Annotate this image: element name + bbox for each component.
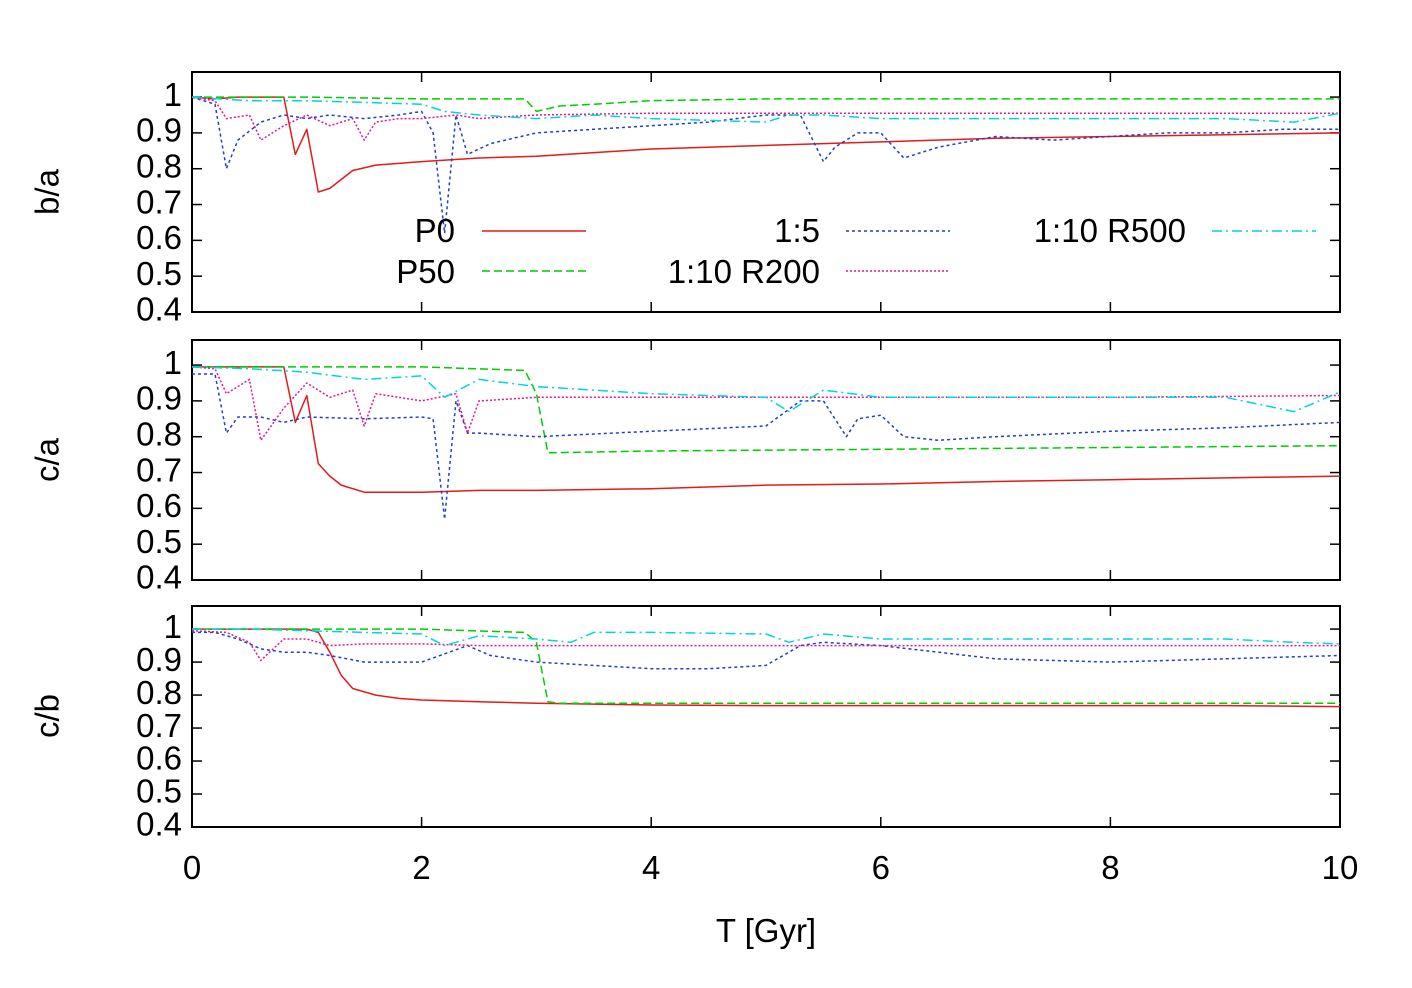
plot-frame xyxy=(191,605,1341,828)
x-tick-label: 10 xyxy=(1322,849,1359,886)
y-axis-label: c/b xyxy=(29,694,66,738)
panel-ba: 0.40.50.60.70.80.91 b/a xyxy=(29,71,1341,328)
series-line-p0 xyxy=(192,628,1341,708)
y-axis-label: b/a xyxy=(29,168,66,215)
legend-label: 1:5 xyxy=(774,212,820,249)
y-tick-label: 0.4 xyxy=(136,806,182,843)
y-tick-label: 0.8 xyxy=(136,415,182,452)
series-line-p0 xyxy=(191,96,1341,193)
legend: P0 P50 1:5 1:10 R200 1:10 R500 xyxy=(396,212,1316,290)
y-tick-label: 0.5 xyxy=(136,523,182,560)
y-tick-label: 0.4 xyxy=(136,559,182,596)
x-tick-label: 4 xyxy=(642,849,660,886)
series-line-p50 xyxy=(192,628,1340,705)
legend-label: 1:10 R500 xyxy=(1034,212,1186,249)
y-tick-label: 0.6 xyxy=(136,740,182,777)
series-group xyxy=(191,366,1341,520)
legend-item-1-5: 1:5 xyxy=(774,212,950,249)
plot-frame xyxy=(191,339,1341,581)
series-line-1-10-r500 xyxy=(191,366,1341,413)
legend-label: 1:10 R200 xyxy=(668,253,820,290)
y-tick-label: 0.5 xyxy=(136,255,182,292)
x-axis-label: T [Gyr] xyxy=(716,912,816,949)
series-group xyxy=(191,628,1341,708)
tick-group: 0.40.50.60.70.80.91 xyxy=(136,72,1341,328)
y-tick-label: 0.5 xyxy=(136,773,182,810)
legend-item-1-10-r500: 1:10 R500 xyxy=(1034,212,1316,249)
series-group xyxy=(191,96,1341,234)
y-tick-label: 0.4 xyxy=(136,291,182,328)
legend-label: P0 xyxy=(415,212,455,249)
y-tick-label: 0.6 xyxy=(136,487,182,524)
panel-cb: 0.40.50.60.70.80.910 2 4 6 8 10 c/b T [Gyr] xyxy=(29,605,1358,949)
series-line-1-10-r200 xyxy=(191,366,1341,442)
series-line-p50 xyxy=(192,366,1341,454)
series-line-1-5 xyxy=(191,96,1340,234)
y-tick-label: 1 xyxy=(164,608,182,645)
y-tick-label: 0.7 xyxy=(136,183,182,220)
tick-group: 0.40.50.60.70.80.910 2 4 6 8 10 xyxy=(136,606,1358,886)
series-line-1-10-r200 xyxy=(191,629,1340,662)
y-tick-label: 1 xyxy=(164,344,182,381)
y-tick-label: 0.7 xyxy=(136,451,182,488)
legend-item-p50: P50 xyxy=(396,253,586,290)
panel-ca: 0.40.50.60.70.80.91 c/a xyxy=(29,339,1341,596)
x-tick-label: 0 xyxy=(183,849,201,886)
series-line-1-10-r200 xyxy=(191,96,1340,141)
y-tick-label: 0.9 xyxy=(136,641,182,678)
x-tick-label: 8 xyxy=(1101,849,1119,886)
y-tick-label: 0.8 xyxy=(136,674,182,711)
y-tick-label: 0.7 xyxy=(136,707,182,744)
legend-label: P50 xyxy=(396,253,455,290)
plot-frame xyxy=(191,71,1341,313)
series-line-1-5 xyxy=(192,631,1341,670)
legend-item-p0: P0 xyxy=(415,212,586,249)
y-axis-label: c/a xyxy=(29,437,66,482)
y-tick-label: 0.6 xyxy=(136,219,182,256)
series-line-p0 xyxy=(192,366,1341,493)
x-tick-label: 2 xyxy=(412,849,430,886)
series-line-1-10-r500 xyxy=(192,628,1341,647)
series-line-p50 xyxy=(192,96,1340,113)
y-tick-label: 0.8 xyxy=(136,147,182,184)
legend-item-1-10-r200: 1:10 R200 xyxy=(668,253,950,290)
y-tick-label: 0.9 xyxy=(136,380,182,417)
tick-group: 0.40.50.60.70.80.91 xyxy=(136,340,1341,596)
x-tick-label: 6 xyxy=(872,849,890,886)
series-line-1-10-r500 xyxy=(191,96,1341,123)
y-tick-label: 1 xyxy=(164,76,182,113)
y-tick-label: 0.9 xyxy=(136,112,182,149)
